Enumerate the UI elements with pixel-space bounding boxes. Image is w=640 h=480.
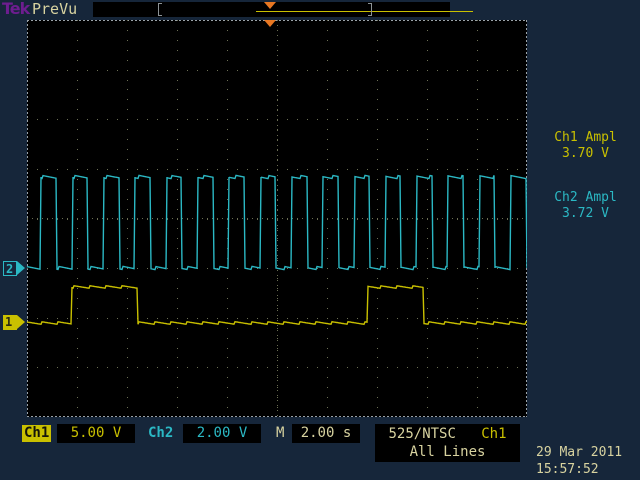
- measurement-ch1-value: 3.70 V: [562, 146, 609, 161]
- measurement-ch2-ampl[interactable]: Ch2 Ampl 3.72 V: [531, 190, 640, 222]
- trigger-line-selection: All Lines: [409, 444, 486, 460]
- clock-readout: 29 Mar 2011 15:57:52: [536, 444, 640, 478]
- graticule-division-dots: [27, 20, 518, 408]
- timebase-label: M: [276, 425, 285, 441]
- trigger-position-triangle-icon[interactable]: [264, 2, 276, 9]
- ch2-vertical-scale[interactable]: 2.00 V: [183, 424, 261, 443]
- measurement-ch1-ampl[interactable]: Ch1 Ampl 3.70 V: [531, 130, 640, 162]
- waveform-canvas: [27, 20, 527, 408]
- ch2-ground-marker[interactable]: 2: [3, 261, 25, 276]
- timebase-value[interactable]: 2.00 s: [292, 424, 360, 443]
- trigger-source: Ch1: [481, 426, 507, 442]
- ch1-ground-marker[interactable]: 1: [3, 315, 25, 330]
- graticule-trigger-position-triangle-icon[interactable]: [264, 20, 276, 27]
- ch1-marker-arrow-icon: [17, 315, 25, 329]
- ch1-waveform-trace: [27, 284, 527, 326]
- graticule-center-horizontal: [27, 218, 527, 219]
- ch2-select-badge[interactable]: Ch2: [148, 425, 174, 441]
- waveform-graticule[interactable]: [27, 20, 527, 417]
- trigger-video-standard: 525/NTSC: [388, 426, 456, 442]
- trigger-status-line-1: 525/NTSC Ch1: [375, 425, 520, 443]
- record-window-left-bracket[interactable]: [158, 3, 162, 16]
- ch1-select-badge[interactable]: Ch1: [22, 425, 52, 442]
- clock-time: 15:57:52: [536, 462, 599, 477]
- ch2-marker-arrow-icon: [17, 261, 25, 275]
- prevu-mode-label: PreVu: [32, 0, 78, 18]
- ch2-waveform-trace: [27, 174, 527, 271]
- record-window-right-bracket[interactable]: [368, 3, 372, 16]
- record-length-indicator-line: [256, 11, 473, 12]
- ch1-vertical-scale[interactable]: 5.00 V: [57, 424, 135, 443]
- ch1-marker-label: 1: [5, 315, 13, 329]
- tek-logo: Tek: [2, 0, 30, 18]
- ch2-marker-label: 2: [6, 262, 14, 276]
- measurement-readout-panel: Ch1 Ampl 3.70 V Ch2 Ampl 3.72 V: [531, 130, 640, 250]
- clock-date: 29 Mar 2011: [536, 445, 623, 460]
- measurement-ch2-value: 3.72 V: [562, 206, 609, 221]
- record-length-bar[interactable]: [93, 2, 473, 17]
- measurement-ch2-label: Ch2 Ampl: [554, 190, 617, 205]
- measurement-ch1-label: Ch1 Ampl: [554, 130, 617, 145]
- trigger-status-box[interactable]: 525/NTSC Ch1 All Lines: [375, 424, 520, 462]
- top-status-bar: Tek PreVu: [0, 0, 640, 19]
